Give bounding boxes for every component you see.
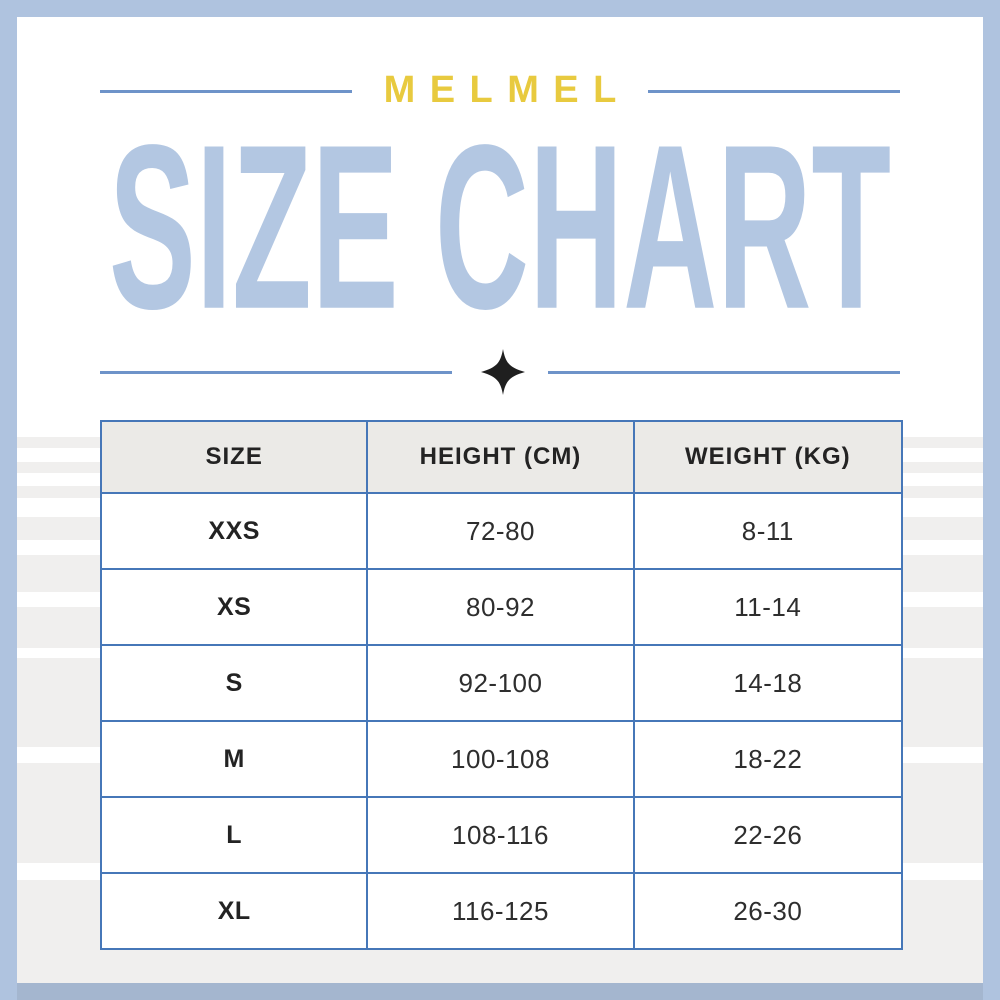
size-cell: XXS: [102, 494, 369, 568]
table-row: XS 80-92 11-14: [102, 568, 901, 644]
divider-line-left: [100, 371, 452, 374]
table-row: XXS 72-80 8-11: [102, 492, 901, 568]
page-title-wrap: SIZE CHART: [17, 109, 983, 343]
weight-cell: 14-18: [733, 667, 803, 698]
height-cell: 108-116: [368, 798, 635, 872]
height-cell: 116-125: [368, 874, 635, 948]
weight-cell: 26-30: [733, 895, 803, 926]
brand-row: MELMEL: [17, 67, 983, 113]
frame-bottom-band: [17, 983, 983, 1000]
divider-line-right: [548, 371, 900, 374]
weight-cell: 11-14: [734, 591, 802, 622]
height-cell: 80-92: [368, 570, 635, 644]
size-cell: L: [102, 798, 369, 872]
size-cell: S: [102, 646, 369, 720]
weight-cell: 8-11: [741, 515, 794, 546]
column-header-weight: WEIGHT (KG): [685, 443, 851, 470]
brand-divider-line-right: [648, 90, 900, 93]
brand-divider-line-left: [100, 90, 352, 93]
size-cell: XL: [102, 874, 369, 948]
size-cell: XS: [102, 570, 369, 644]
weight-cell: 22-26: [733, 819, 803, 850]
card: MELMEL SIZE CHART SIZE HEIGHT (CM) WEIGH…: [17, 17, 983, 983]
sparkle-icon: [481, 349, 525, 395]
column-header-height: HEIGHT (CM): [368, 422, 635, 492]
table-row: L 108-116 22-26: [102, 796, 901, 872]
height-cell: 72-80: [368, 494, 635, 568]
height-cell: 92-100: [368, 646, 635, 720]
table-row: XL 116-125 26-30: [102, 872, 901, 948]
table-row: S 92-100 14-18: [102, 644, 901, 720]
size-table-body: XXS 72-80 8-11 XS 80-92 11-14 S 92-100 14-18 M 100…: [102, 492, 901, 948]
size-table: SIZE HEIGHT (CM) WEIGHT (KG) XXS 72-80 8-1…: [100, 420, 903, 950]
column-header-size: SIZE: [102, 422, 369, 492]
brand-name: MELMEL: [383, 68, 631, 111]
table-header-row: SIZE HEIGHT (CM) WEIGHT (KG): [102, 422, 901, 492]
weight-cell: 18-22: [733, 743, 803, 774]
height-cell: 100-108: [368, 722, 635, 796]
page-title: SIZE CHART: [108, 95, 892, 357]
table-row: M 100-108 18-22: [102, 720, 901, 796]
size-cell: M: [102, 722, 369, 796]
